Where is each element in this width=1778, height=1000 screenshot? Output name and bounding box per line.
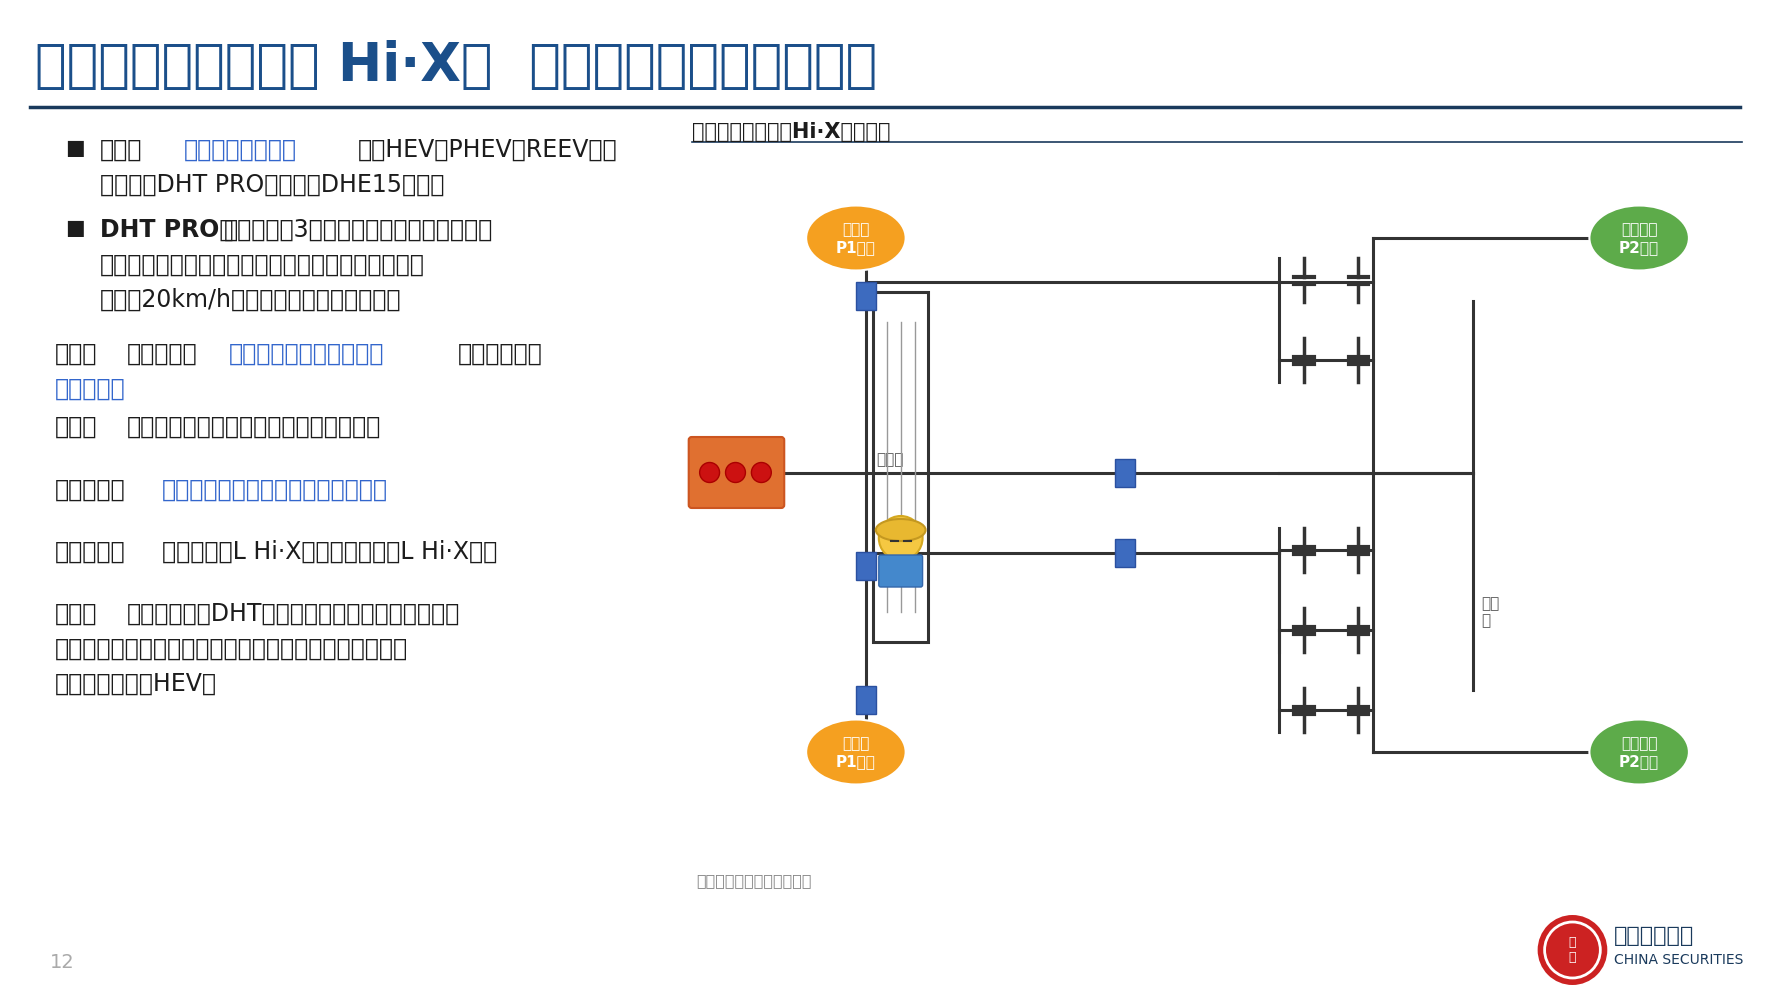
Text: 吉利汽车：雷神智擎 Hi·X，  兼顾动力性和燃油经济性: 吉利汽车：雷神智擎 Hi·X， 兼顾动力性和燃油经济性 — [36, 40, 877, 92]
Text: 对更高，能支持HEV。: 对更高，能支持HEV。 — [55, 672, 217, 696]
Text: P2电机: P2电机 — [1620, 240, 1659, 255]
Text: 成本较高，控制策略复杂，技术难度高。: 成本较高，控制策略复杂，技术难度高。 — [126, 415, 380, 439]
Text: 三档双电机混联，: 三档双电机混联， — [185, 138, 297, 162]
Circle shape — [701, 462, 720, 483]
Text: 12: 12 — [50, 953, 75, 972]
Bar — [1115, 538, 1134, 566]
Bar — [855, 686, 877, 714]
Text: 是将两个电机、变速器和电控制器等组件高度集成，: 是将两个电机、变速器和电控制器等组件高度集成， — [100, 253, 425, 277]
Text: 缺点：: 缺点： — [55, 415, 98, 439]
Text: 挡位更多，: 挡位更多， — [126, 342, 197, 366]
Text: 混和插混。: 混和插混。 — [55, 377, 126, 401]
Text: CHINA SECURITIES: CHINA SECURITIES — [1614, 953, 1744, 967]
Text: ■: ■ — [64, 138, 84, 158]
Text: 油混（星越L Hi·X）、插混（帝豪L Hi·X）。: 油混（星越L Hi·X）、插混（帝豪L Hi·X）。 — [162, 540, 498, 564]
Text: 首个量产的3档混动专用变速器，基本结构: 首个量产的3档混动专用变速器，基本结构 — [224, 218, 493, 242]
Text: 资料来源：知乎、中信建投: 资料来源：知乎、中信建投 — [697, 873, 813, 888]
Text: 兼顾动力性和燃油经济性: 兼顾动力性和燃油经济性 — [229, 342, 384, 366]
Bar — [855, 552, 877, 580]
Circle shape — [1538, 915, 1607, 985]
Text: 架构：: 架构： — [100, 138, 142, 162]
Ellipse shape — [877, 519, 926, 541]
Text: 对比长城柠檬DHT，有三档变速机构，发动机介入: 对比长城柠檬DHT，有三档变速机构，发动机介入 — [126, 602, 461, 626]
Text: 支持HEV、PHEV、REEV。核: 支持HEV、PHEV、REEV。核 — [359, 138, 619, 162]
Circle shape — [725, 462, 745, 483]
Text: 驱动电机: 驱动电机 — [1622, 223, 1657, 237]
FancyBboxPatch shape — [878, 555, 923, 587]
Text: P1电机: P1电机 — [836, 240, 877, 255]
Text: 驱动电机: 驱动电机 — [1622, 736, 1657, 752]
Ellipse shape — [805, 720, 905, 784]
Circle shape — [752, 462, 772, 483]
Text: 驱动范围更宽，且变速箱与电机高度集成，技术与成本相: 驱动范围更宽，且变速箱与电机高度集成，技术与成本相 — [55, 637, 407, 661]
Circle shape — [878, 516, 923, 560]
Text: 特点：: 特点： — [55, 602, 98, 626]
Ellipse shape — [1590, 206, 1689, 270]
Bar — [855, 282, 877, 310]
Text: 输入轴: 输入轴 — [877, 452, 903, 468]
Text: 图：吉利雷神智擎Hi·X混动系统: 图：吉利雷神智擎Hi·X混动系统 — [692, 122, 891, 142]
Text: P1电机: P1电机 — [836, 754, 877, 770]
Text: 。同时适配油: 。同时适配油 — [457, 342, 542, 366]
Bar — [1115, 458, 1134, 487]
Ellipse shape — [1590, 720, 1689, 784]
Text: 中
信: 中 信 — [1568, 936, 1577, 964]
Text: ■: ■ — [64, 218, 84, 238]
Text: 发电机: 发电机 — [843, 223, 869, 237]
Ellipse shape — [805, 206, 905, 270]
Text: 输出
轴: 输出 轴 — [1481, 596, 1499, 628]
Text: 目标用户：: 目标用户： — [55, 478, 126, 502]
Bar — [873, 292, 928, 642]
Text: 代表车型：: 代表车型： — [55, 540, 126, 564]
Text: 注重燃油经济性，同时对动力有要求: 注重燃油经济性，同时对动力有要求 — [162, 478, 388, 502]
FancyBboxPatch shape — [688, 437, 784, 508]
Text: 发电机: 发电机 — [843, 736, 869, 752]
Text: P2电机: P2电机 — [1620, 754, 1659, 770]
Text: 在时速20km/h以上，即可让发动机介入。: 在时速20km/h以上，即可让发动机介入。 — [100, 288, 402, 312]
Text: DHT PRO：: DHT PRO： — [100, 218, 233, 242]
Text: 心部件为DHT PRO变速器和DHE15发动机: 心部件为DHT PRO变速器和DHE15发动机 — [100, 173, 444, 197]
Text: 优点：: 优点： — [55, 342, 98, 366]
Text: 中信建投证券: 中信建投证券 — [1614, 926, 1694, 946]
